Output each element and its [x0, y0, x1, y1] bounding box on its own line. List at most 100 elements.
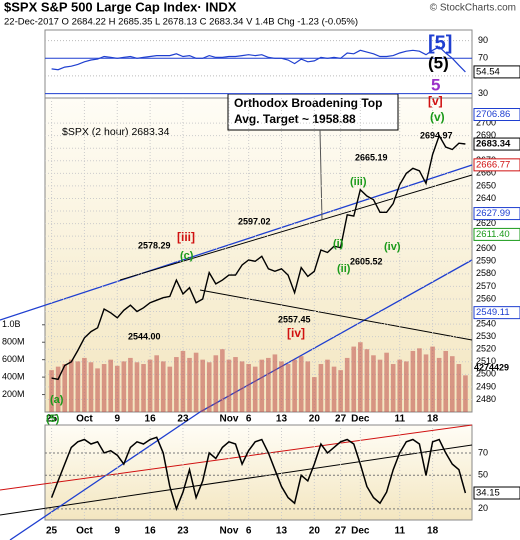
y-tick-label: 2530 [476, 331, 496, 341]
y-tick-label: 600M [2, 354, 25, 364]
volume-bar [351, 346, 357, 412]
x-tick-label: Nov [219, 414, 238, 425]
x-tick-label: 6 [246, 414, 252, 425]
value-label: 2683.34 [476, 139, 511, 150]
y-tick-label: 2540 [476, 318, 496, 328]
y-tick-label: 2500 [476, 369, 496, 379]
x-tick-label: 20 [309, 526, 321, 537]
volume-bar [279, 361, 284, 412]
annotation: (iii) [350, 176, 367, 188]
y-tick-label: 2690 [476, 130, 496, 140]
annotation: 2665.19 [355, 152, 388, 162]
volume-bar [331, 366, 337, 412]
x-tick-label: Oct [76, 414, 93, 425]
volume-bar [338, 370, 343, 412]
y-tick-label: 2580 [476, 268, 496, 278]
annotation: (iv) [384, 241, 401, 253]
volume-bar [358, 342, 363, 412]
volume-bar [312, 377, 317, 412]
note-text: Orthodox Broadening Top [234, 96, 382, 110]
header: 22-Dec-2017 O 2684.22 H 2685.35 L 2678.1… [4, 17, 358, 28]
value-label: 2666.77 [476, 159, 510, 170]
price-line [51, 134, 466, 381]
rsi-line [51, 46, 466, 73]
volume-bar [62, 364, 68, 412]
volume-bar [160, 361, 166, 412]
volume-bar [456, 364, 462, 412]
note-text: Avg. Target ~ 1958.88 [234, 112, 356, 126]
volume-bar [180, 350, 186, 412]
y-tick-label: 70 [478, 53, 488, 63]
x-tick-label: 11 [394, 414, 405, 425]
y-tick-label: 2590 [476, 256, 496, 266]
y-tick-label: 50 [478, 470, 488, 480]
volume-bar [463, 375, 468, 412]
trend-line [199, 289, 473, 341]
value-label: 2627.99 [476, 208, 510, 219]
annotation: (ii) [337, 263, 351, 275]
annotation: (v) [430, 110, 445, 124]
volume-bar [95, 368, 100, 412]
x-tick-label: Dec [351, 526, 370, 537]
oscillator-line [50, 436, 467, 512]
volume-bar [233, 357, 238, 412]
volume-bar [226, 359, 232, 412]
volume-bar [417, 348, 422, 412]
value-label-box [473, 108, 520, 122]
trend-line [9, 411, 201, 540]
x-tick-label: 25 [46, 526, 58, 537]
annotation: (5) [428, 53, 449, 72]
volume-bar [325, 359, 330, 412]
annotation: 4274429 [474, 362, 509, 372]
volume-bar [298, 356, 304, 412]
volume-bar [384, 352, 389, 412]
volume-bar [443, 350, 449, 412]
volume-bar [114, 365, 120, 412]
y-tick-label: 2640 [476, 193, 496, 203]
annotation: 2578.29 [138, 240, 171, 250]
x-tick-label: 27 [335, 526, 347, 537]
volume-bar [174, 357, 179, 412]
volume-bar [252, 366, 258, 412]
annotation: 2597.02 [238, 216, 271, 226]
x-tick-label: 13 [276, 526, 288, 537]
volume-bar [213, 355, 219, 412]
annotation: 2605.52 [350, 256, 383, 266]
volume-bar [364, 349, 370, 412]
volume-bar [75, 361, 81, 412]
volume-bar [200, 359, 205, 412]
y-tick-label: 2480 [476, 394, 496, 404]
volume-bar [134, 362, 140, 412]
volume-bar [266, 357, 271, 412]
x-tick-label: 20 [309, 414, 321, 425]
y-tick-label: 2660 [476, 168, 496, 178]
y-tick-label: 200M [2, 389, 25, 399]
volume-bar [68, 359, 74, 412]
x-tick-label: Oct [76, 526, 93, 537]
y-tick-label: 2560 [476, 293, 496, 303]
y-tick-label: 20 [478, 503, 488, 513]
y-tick-label: 2510 [476, 356, 496, 366]
volume-bar [167, 366, 173, 412]
volume-bar [430, 346, 435, 412]
volume-bar [246, 364, 251, 412]
volume-bar [259, 359, 265, 412]
volume-bar [206, 362, 212, 412]
value-label-box [473, 486, 520, 500]
x-tick-label: 23 [177, 414, 189, 425]
volume-bar [272, 354, 278, 412]
y-tick-label: 2700 [476, 117, 496, 127]
trend-line [0, 444, 473, 516]
volume-bar [55, 366, 61, 412]
y-tick-label: 1.0B [2, 319, 21, 329]
y-tick-label: 30 [478, 88, 488, 98]
y-tick-label: 2570 [476, 281, 496, 291]
x-tick-label: 9 [114, 414, 120, 425]
annotation: 2557.45 [278, 314, 311, 324]
value-label: 54.54 [476, 66, 500, 77]
note-pointer [319, 129, 323, 221]
x-tick-label: 13 [276, 414, 288, 425]
value-label-box [473, 137, 520, 151]
volume-bar [154, 355, 159, 412]
value-label: 34.15 [476, 488, 500, 499]
